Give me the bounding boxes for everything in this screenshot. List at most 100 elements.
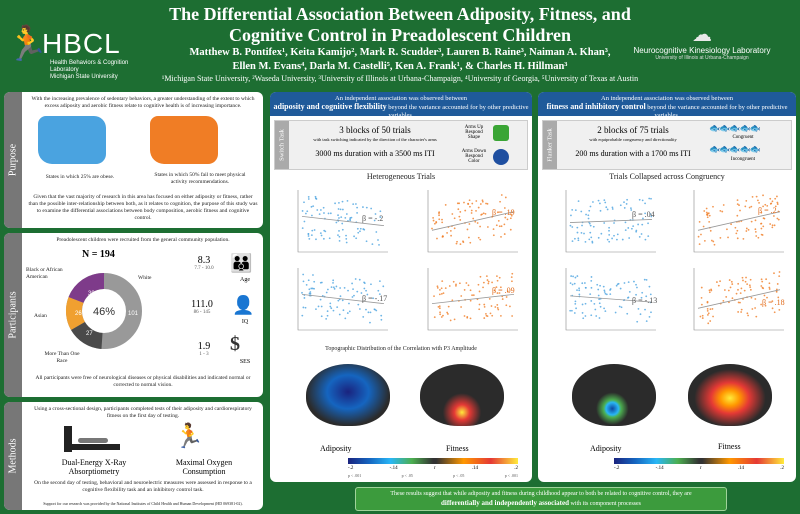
flanker-fit-p3-point [739,301,741,304]
switch-fit-p3-point [440,316,443,318]
flanker-adip-p3-point [648,315,651,318]
flanker-fit-acc-point [777,218,780,221]
switch-fit-acc-point [495,224,498,227]
flanker-fit-p3-point [777,296,780,299]
switch-fit-p3-point [485,312,487,315]
flanker-adip-acc-point [628,237,631,239]
switch-fit-p3-point [490,305,493,307]
flanker-adip-p3-point [578,293,581,296]
flanker-adip-acc-point [608,240,611,243]
flanker-adip-p3-point [635,283,637,286]
switch-adip-p3-point [380,318,383,321]
flanker-adip-p3-point [609,293,612,296]
switch-adip-acc-point [313,229,316,231]
flanker-fit-acc-point [747,228,750,231]
flanker-fit-acc-point [698,243,701,246]
switch-fit-acc-point [451,213,454,215]
flanker-adip-acc-point [608,226,610,229]
switch-adip-acc-point [371,243,374,246]
switch-adip-acc-point [337,234,339,237]
switch-fit-acc-point [509,213,512,216]
switch-fit-p3-point [488,298,491,300]
flanker-adip-acc-point [616,238,618,241]
switch-adip-p3-point [302,306,305,309]
donut-value-multi: 27 [86,331,93,337]
flanker-fit-acc-point [727,236,729,239]
flanker-fit-p3-point [737,301,740,304]
switch-fit-p3-point [478,290,481,293]
flanker-fit-acc-point [758,202,760,204]
switch-fit-p3-point [478,303,481,306]
switch-fit-p3-point [493,289,496,292]
brain-icon: ☁ [692,22,712,46]
switch-fit-acc-point [469,205,471,208]
switch-fit-acc-point [456,202,459,205]
switch-fit-acc-point [436,237,438,240]
switch-adip-acc-point [356,212,358,214]
switch-adip-p3-point [332,279,335,282]
switch-adip-p3-point [362,316,365,318]
flanker-fit-acc-point [776,217,779,220]
flanker-fit-acc-point [702,225,705,228]
flanker-adip-p3-point [628,290,631,293]
switch-fit-p3-point [499,286,502,289]
donut-value-black: 39 [88,291,95,297]
flanker-adip-acc-point [647,222,649,225]
flanker-fit-p3-point [737,311,740,313]
flanker-topo-fitness-label: Fitness [718,442,741,451]
flanker-adip-p3-point [640,296,643,299]
switch-adip-acc-point [301,210,304,212]
flanker-fit-p3-point [778,308,781,311]
switch-fit-acc-point [482,212,485,215]
flanker-adip-p3-point [650,311,652,314]
switch-adip-acc-fit-line [301,215,385,227]
flanker-fit-p3-point [768,288,771,290]
flanker-adip-p3-point [576,275,579,277]
activity-map-caption: States in which 50% fail to meet physica… [154,172,246,185]
flanker-fit-p3-point [708,291,711,294]
flanker-adip-p3-point [590,300,593,302]
flanker-fit-p3-point [749,288,752,291]
flanker-beta-fit-acc: β = .2 [758,206,777,215]
flanker-adip-p3-point [578,289,581,292]
switch-task-box: Switch Task 3 blocks of 50 trials with t… [274,120,528,170]
switch-adip-p3-point [301,291,303,294]
flanker-fit-p3-point [760,285,763,287]
switch-adip-acc-point [355,237,358,240]
flanker-fit-acc-point [771,200,774,203]
flanker-adip-acc-point [589,205,592,208]
flanker-fit-p3-axes [693,268,784,331]
flanker-adip-acc-point [576,231,579,234]
flanker-adip-p3-point [584,302,587,305]
flanker-adip-p3-point [639,313,642,316]
switch-fit-p3-point [483,305,486,308]
flanker-adip-acc-point [587,214,590,217]
switch-fit-acc-point [459,219,462,221]
switch-adip-acc-point [311,229,314,232]
switch-topo-adiposity [306,364,390,426]
switch-fit-acc-point [492,228,495,231]
flanker-adip-p3-point [599,305,602,308]
switch-fit-acc-point [433,222,436,225]
flanker-fit-p3-point [708,289,711,292]
switch-fit-p3-point [467,284,470,287]
flanker-adip-p3-point [584,315,587,317]
switch-adip-p3-point [313,287,315,290]
switch-fit-acc-point [492,234,495,237]
switch-fit-p3-point [449,319,452,322]
flanker-adip-acc-point [584,240,587,243]
switch-fit-acc-point [468,223,471,225]
switch-beta-fit-p3: β = .09 [492,286,515,295]
flanker-fit-acc-point [773,224,776,227]
switch-fit-p3-point [451,299,454,302]
switch-color-legend [348,458,518,464]
flanker-fit-p3-point [773,311,776,314]
switch-fit-acc-point [475,209,477,212]
flanker-fit-acc-point [744,205,747,208]
switch-fit-p3-point [487,282,490,285]
flanker-adip-p3-point [627,281,630,284]
switch-adip-p3-point [341,299,344,302]
flanker-fit-p3-point [760,303,763,306]
switch-adip-acc-point [338,217,340,219]
switch-fit-p3-point [472,294,475,297]
